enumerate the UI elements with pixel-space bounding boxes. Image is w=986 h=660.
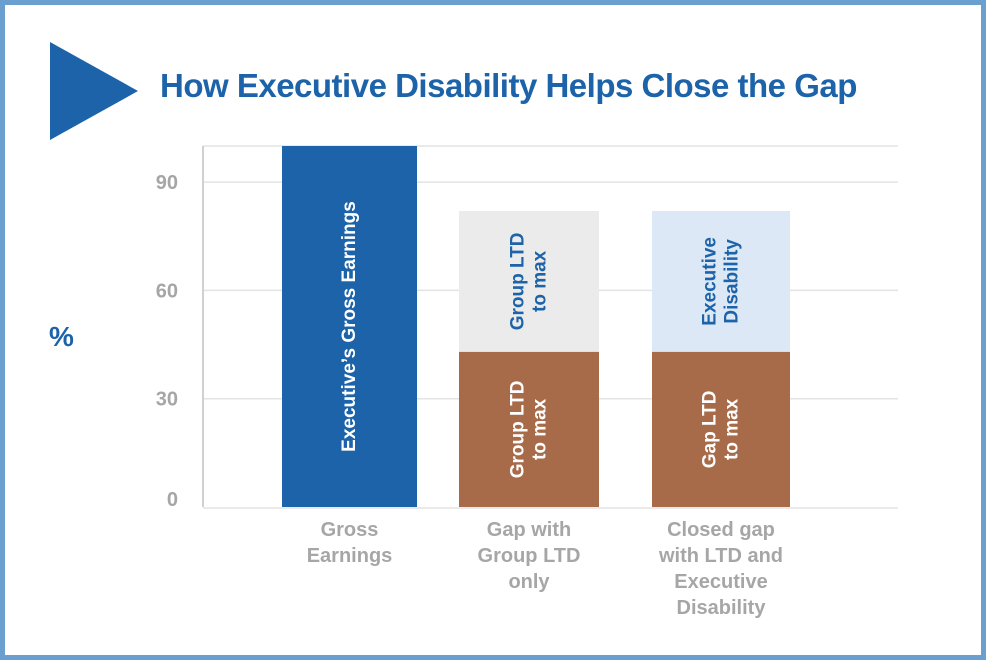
- bar-segment: [459, 210, 599, 352]
- bar-label: Disability: [722, 239, 743, 324]
- y-tick-label: 30: [156, 389, 178, 411]
- bar-label: Group LTD: [508, 380, 529, 478]
- bar-label: Gap LTD: [700, 391, 721, 469]
- y-tick-label: 90: [156, 172, 178, 194]
- bar-segment: [459, 351, 599, 507]
- x-category-label: Earnings: [307, 545, 393, 567]
- play-triangle-icon: [50, 42, 138, 140]
- y-axis-label: %: [49, 321, 74, 352]
- x-category-label: Gap with: [487, 519, 571, 541]
- y-tick-label: 60: [156, 280, 178, 302]
- bar-label: to max: [530, 398, 551, 460]
- x-category-label: Group LTD: [478, 545, 581, 567]
- bar-label: Executive’s Gross Earnings: [339, 201, 360, 452]
- bar-label: to max: [722, 398, 743, 460]
- x-category-label: Executive: [674, 571, 767, 593]
- x-category-label: Closed gap: [667, 519, 775, 541]
- bar-segment: [282, 146, 417, 507]
- x-category-label: with LTD and: [658, 545, 783, 567]
- bar-label: Executive: [700, 237, 721, 326]
- bar-label: Group LTD: [508, 232, 529, 330]
- x-category-label: only: [508, 571, 550, 593]
- y-tick-label: 0: [167, 489, 178, 511]
- bar-label: to max: [530, 250, 551, 312]
- x-category-label: Gross: [321, 519, 379, 541]
- bar-segment: [652, 351, 790, 507]
- bar-segment: [652, 210, 790, 352]
- chart-title: How Executive Disability Helps Close the…: [160, 67, 857, 104]
- x-category-label: Disability: [677, 597, 767, 619]
